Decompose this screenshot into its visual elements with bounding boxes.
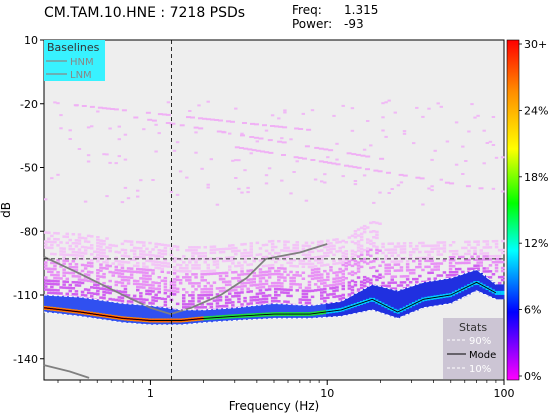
plot-area[interactable] <box>43 39 505 381</box>
x-tick-label: 100 <box>494 387 515 400</box>
axes: 10 -20 -50 -80 -110 -140 1 10 100 <box>13 34 514 400</box>
freq-label: Freq: <box>292 3 322 17</box>
stats-legend: Stats 90% Mode 10% <box>443 318 503 379</box>
power-value: -93 <box>344 17 364 31</box>
colorbar-ticks: 30+ 24% 18% 12% 6% 0% <box>519 38 548 383</box>
mode-legend-label: Mode <box>469 350 496 361</box>
p90-legend-label: 90% <box>469 336 491 347</box>
colorbar-tick-label: 30+ <box>524 38 547 51</box>
colorbar-tick-label: 24% <box>524 104 548 117</box>
hnm-legend-label: HNM <box>70 57 94 68</box>
freq-value: 1.315 <box>344 3 378 17</box>
stats-legend-box <box>443 318 503 379</box>
series-line-lnm <box>43 364 90 379</box>
y-tick-label: 10 <box>24 34 38 47</box>
colorbar-tick-label: 0% <box>524 370 541 383</box>
colorbar-tick-label: 18% <box>524 171 548 184</box>
series-layer <box>43 243 497 379</box>
series-line-hnm <box>43 243 328 316</box>
x-tick-label: 10 <box>320 387 334 400</box>
series-line-mode <box>43 281 497 321</box>
colorbar-tick-label: 12% <box>524 237 548 250</box>
y-axis-label: dB <box>0 202 13 218</box>
baselines-legend-title: Baselines <box>47 41 100 54</box>
colorbar <box>506 39 520 381</box>
p10-legend-label: 10% <box>469 364 491 375</box>
power-label: Power: <box>292 17 332 31</box>
x-tick-label: 1 <box>147 387 154 400</box>
baselines-legend: Baselines HNM LNM <box>44 40 105 81</box>
x-axis-label: Frequency (Hz) <box>229 399 320 413</box>
crosshair <box>44 40 504 380</box>
lnm-legend-label: LNM <box>70 70 92 81</box>
y-tick-label: -140 <box>13 353 38 366</box>
chart-title: CM.TAM.10.HNE : 7218 PSDs <box>44 5 245 21</box>
series-line-90pct <box>43 268 497 311</box>
colorbar-tick-label: 6% <box>524 304 541 317</box>
y-tick-label: -80 <box>20 225 38 238</box>
y-tick-label: -110 <box>13 289 38 302</box>
y-tick-label: -50 <box>20 162 38 175</box>
stats-legend-title: Stats <box>459 321 487 334</box>
y-tick-label: -20 <box>20 98 38 111</box>
